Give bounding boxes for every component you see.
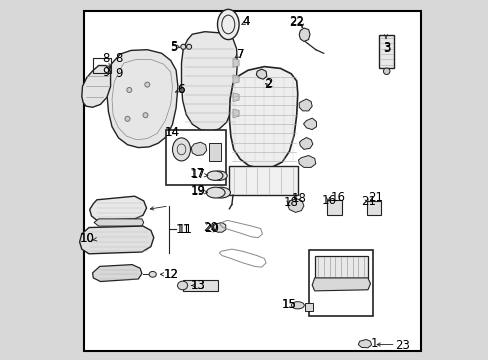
Text: 20: 20 <box>203 222 218 235</box>
Ellipse shape <box>149 271 156 277</box>
Ellipse shape <box>291 302 304 309</box>
Text: 16: 16 <box>321 194 336 207</box>
Text: 17: 17 <box>189 167 204 180</box>
Ellipse shape <box>383 68 389 75</box>
Ellipse shape <box>181 44 185 49</box>
Ellipse shape <box>172 138 190 161</box>
Polygon shape <box>232 75 239 84</box>
Text: 19: 19 <box>190 185 205 198</box>
Text: 14: 14 <box>164 126 180 139</box>
Text: 13: 13 <box>190 279 205 292</box>
Text: 20: 20 <box>203 221 218 234</box>
Polygon shape <box>232 109 239 118</box>
Polygon shape <box>213 222 225 232</box>
Polygon shape <box>81 66 110 107</box>
Text: 4: 4 <box>242 15 249 28</box>
Text: 14: 14 <box>164 126 180 139</box>
Bar <box>309 250 373 316</box>
Text: 3: 3 <box>382 41 389 54</box>
Polygon shape <box>311 278 370 291</box>
Bar <box>366 201 381 215</box>
Ellipse shape <box>217 9 239 40</box>
Text: 9: 9 <box>115 67 122 80</box>
Text: 18: 18 <box>283 196 298 209</box>
Text: 11: 11 <box>176 223 190 236</box>
Ellipse shape <box>206 187 224 198</box>
Text: 6: 6 <box>176 83 184 96</box>
Bar <box>183 280 217 291</box>
Ellipse shape <box>126 87 132 93</box>
Ellipse shape <box>206 171 223 180</box>
Ellipse shape <box>177 281 187 290</box>
Ellipse shape <box>186 44 191 49</box>
Text: 7: 7 <box>237 48 244 61</box>
Polygon shape <box>299 99 311 111</box>
Ellipse shape <box>144 82 149 87</box>
Text: 6: 6 <box>176 83 184 96</box>
Ellipse shape <box>211 187 230 198</box>
Ellipse shape <box>211 171 227 180</box>
Text: 1: 1 <box>370 337 378 350</box>
Text: 10: 10 <box>79 232 94 245</box>
Text: 8: 8 <box>102 52 109 65</box>
Polygon shape <box>229 67 297 168</box>
Text: 5: 5 <box>170 41 178 54</box>
Text: 23: 23 <box>395 339 409 352</box>
Text: 4: 4 <box>242 15 249 28</box>
Text: 21: 21 <box>367 191 383 204</box>
Text: 8: 8 <box>115 52 122 65</box>
Bar <box>305 303 312 311</box>
Text: 17: 17 <box>190 168 205 181</box>
Polygon shape <box>92 265 142 282</box>
Polygon shape <box>298 156 315 167</box>
Text: 22: 22 <box>288 15 304 28</box>
Text: 16: 16 <box>330 191 345 204</box>
Bar <box>314 256 367 278</box>
Polygon shape <box>89 196 146 220</box>
Polygon shape <box>94 219 143 226</box>
Text: 21: 21 <box>361 195 375 208</box>
Polygon shape <box>299 138 312 149</box>
Text: 9: 9 <box>102 66 109 78</box>
Polygon shape <box>303 118 316 130</box>
Text: 7: 7 <box>237 48 244 61</box>
Ellipse shape <box>142 113 148 118</box>
Text: 18: 18 <box>291 192 306 205</box>
Polygon shape <box>299 28 309 41</box>
Bar <box>166 130 226 185</box>
Ellipse shape <box>125 116 130 121</box>
Polygon shape <box>80 226 153 254</box>
Polygon shape <box>256 69 266 79</box>
Text: 11: 11 <box>177 223 192 236</box>
Text: 12: 12 <box>163 268 178 281</box>
Text: 3: 3 <box>382 42 389 55</box>
Text: 12: 12 <box>163 268 178 281</box>
Text: 19: 19 <box>190 184 205 197</box>
Polygon shape <box>358 339 371 348</box>
Bar <box>229 166 298 195</box>
Text: 2: 2 <box>264 77 272 90</box>
Text: 2: 2 <box>264 78 271 91</box>
Bar <box>209 143 220 161</box>
Polygon shape <box>107 50 178 148</box>
Polygon shape <box>287 199 303 212</box>
Text: 13: 13 <box>190 279 205 292</box>
Polygon shape <box>232 93 239 102</box>
Polygon shape <box>191 142 206 156</box>
Text: 15: 15 <box>282 298 296 311</box>
Text: 10: 10 <box>79 232 94 245</box>
Text: 5: 5 <box>170 40 178 53</box>
Bar <box>326 200 341 215</box>
Bar <box>379 35 393 68</box>
Text: 15: 15 <box>282 298 296 311</box>
Polygon shape <box>232 59 239 67</box>
Bar <box>92 58 110 73</box>
Text: 22: 22 <box>288 16 304 29</box>
Polygon shape <box>181 32 237 131</box>
